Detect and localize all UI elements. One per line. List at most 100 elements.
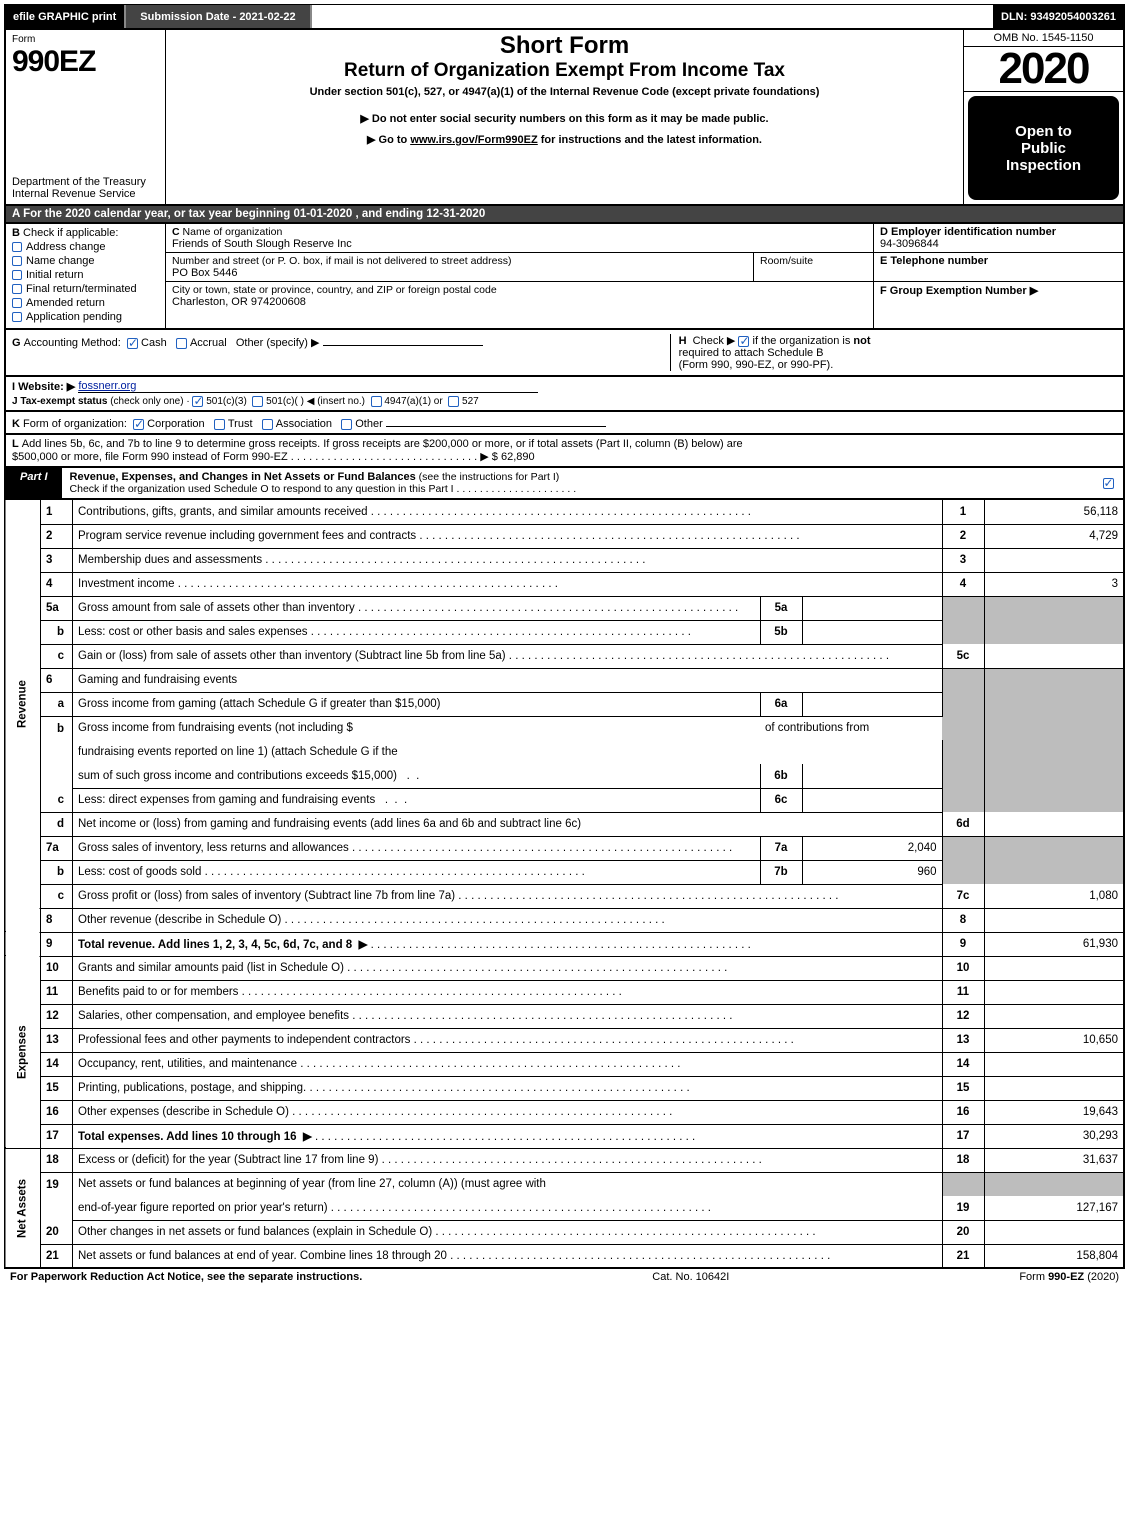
section-j: J Tax-exempt status (check only one) · 5… <box>12 396 1117 407</box>
top-bar: efile GRAPHIC print Submission Date - 20… <box>4 4 1125 28</box>
row-a-tax-year: A For the 2020 calendar year, or tax yea… <box>4 206 1125 224</box>
chk-schedule-b-not-required[interactable] <box>738 336 749 347</box>
section-k: K Form of organization: Corporation Trus… <box>4 412 1125 435</box>
chk-final-return[interactable]: Final return/terminated <box>12 283 159 295</box>
line-11-value <box>984 980 1124 1004</box>
short-form-label: Short Form <box>500 32 629 60</box>
form-subtitle-1: Under section 501(c), 527, or 4947(a)(1)… <box>310 86 820 98</box>
chk-501c[interactable] <box>252 396 263 407</box>
line-4-value: 3 <box>984 572 1124 596</box>
org-address: PO Box 5446 <box>172 267 747 279</box>
line-19-value: 127,167 <box>984 1196 1124 1220</box>
sub3-pre: ▶ Go to <box>367 134 410 146</box>
org-city: Charleston, OR 974200608 <box>172 296 867 308</box>
line-14-value <box>984 1052 1124 1076</box>
line-8-value <box>984 908 1124 932</box>
chk-association[interactable] <box>262 419 273 430</box>
chk-501c3[interactable] <box>192 396 203 407</box>
line-2-value: 4,729 <box>984 524 1124 548</box>
irs-link[interactable]: www.irs.gov/Form990EZ <box>410 134 537 146</box>
website-link[interactable]: fossnerr.org <box>78 380 136 392</box>
chk-other-org[interactable] <box>341 419 352 430</box>
efile-print-button[interactable]: efile GRAPHIC print <box>5 5 124 28</box>
chk-527[interactable] <box>448 396 459 407</box>
chk-initial-return[interactable]: Initial return <box>12 269 159 281</box>
line-12-value <box>984 1004 1124 1028</box>
header-mid: Short Form Return of Organization Exempt… <box>166 30 963 204</box>
chk-part1-schedule-o[interactable] <box>1103 478 1114 489</box>
section-def: D Employer identification number 94-3096… <box>873 224 1123 328</box>
part-1-tag: Part I <box>6 468 62 498</box>
line-6d-value <box>984 812 1124 836</box>
expenses-side-label: Expenses <box>5 956 41 1148</box>
line-16-value: 19,643 <box>984 1100 1124 1124</box>
line-7c-value: 1,080 <box>984 884 1124 908</box>
dept-irs: Internal Revenue Service <box>12 188 159 200</box>
line-17-value: 30,293 <box>984 1124 1124 1148</box>
chk-name-change[interactable]: Name change <box>12 255 159 267</box>
part-1-title: Revenue, Expenses, and Changes in Net As… <box>62 468 1093 498</box>
header-right: OMB No. 1545-1150 2020 Open to Public In… <box>963 30 1123 204</box>
phone-value <box>880 267 1117 279</box>
paperwork-notice: For Paperwork Reduction Act Notice, see … <box>10 1271 362 1283</box>
ein-value: 94-3096844 <box>880 238 1117 250</box>
line-20-value <box>984 1220 1124 1244</box>
line-6c-value <box>802 788 942 812</box>
org-name: Friends of South Slough Reserve Inc <box>172 238 867 250</box>
line-7a-value: 2,040 <box>802 836 942 860</box>
section-g: G Accounting Method: Cash Accrual Other … <box>12 334 670 371</box>
page-footer: For Paperwork Reduction Act Notice, see … <box>4 1269 1125 1285</box>
gh-block: G Accounting Method: Cash Accrual Other … <box>4 330 1125 377</box>
net-assets-side-label: Net Assets <box>5 1148 41 1268</box>
line-10-value <box>984 956 1124 980</box>
header-left: Form 990EZ Department of the Treasury In… <box>6 30 166 204</box>
form-code: 990EZ <box>12 45 159 79</box>
dept-treasury: Department of the Treasury <box>12 176 159 188</box>
form-word: Form <box>12 34 159 45</box>
entity-block: B Check if applicable: Address change Na… <box>4 224 1125 330</box>
line-18-value: 31,637 <box>984 1148 1124 1172</box>
line-13-value: 10,650 <box>984 1028 1124 1052</box>
section-i: I Website: ▶ fossnerr.org <box>12 380 1117 393</box>
form-header: Form 990EZ Department of the Treasury In… <box>4 28 1125 206</box>
line-21-value: 158,804 <box>984 1244 1124 1268</box>
section-h: H Check ▶ if the organization is not req… <box>670 334 1117 371</box>
dln-label: DLN: 93492054003261 <box>993 5 1124 28</box>
line-7b-value: 960 <box>802 860 942 884</box>
chk-address-change[interactable]: Address change <box>12 241 159 253</box>
line-5a-value <box>802 596 942 620</box>
form-title: Return of Organization Exempt From Incom… <box>344 60 785 82</box>
room-suite-label: Room/suite <box>753 253 873 281</box>
line-9-value: 61,930 <box>984 932 1124 956</box>
form-subtitle-2: ▶ Do not enter social security numbers o… <box>360 112 768 125</box>
section-b: B Check if applicable: Address change Na… <box>6 224 166 328</box>
form-subtitle-3: ▶ Go to www.irs.gov/Form990EZ for instru… <box>367 133 762 146</box>
part-1-table: Revenue 1 Contributions, gifts, grants, … <box>4 500 1125 1269</box>
submission-date-label: Submission Date - 2021-02-22 <box>124 5 311 28</box>
form-ref: Form 990-EZ (2020) <box>1019 1271 1119 1283</box>
chk-cash[interactable] <box>127 338 138 349</box>
sub3-post: for instructions and the latest informat… <box>538 134 762 146</box>
ij-block: I Website: ▶ fossnerr.org J Tax-exempt s… <box>4 377 1125 412</box>
line-3-value <box>984 548 1124 572</box>
chk-4947a1[interactable] <box>371 396 382 407</box>
tax-year: 2020 <box>964 47 1123 92</box>
line-5c-value <box>984 644 1124 668</box>
line-15-value <box>984 1076 1124 1100</box>
line-5b-value <box>802 620 942 644</box>
group-exemption-label: F Group Exemption Number ▶ <box>880 284 1117 297</box>
chk-trust[interactable] <box>214 419 225 430</box>
revenue-side-label: Revenue <box>5 500 41 908</box>
line-6a-value <box>802 692 942 716</box>
part-1-header: Part I Revenue, Expenses, and Changes in… <box>4 468 1125 500</box>
cat-no: Cat. No. 10642I <box>652 1271 729 1283</box>
chk-corporation[interactable] <box>133 419 144 430</box>
line-6b-value <box>802 764 942 788</box>
topbar-spacer <box>312 5 993 28</box>
form-page: efile GRAPHIC print Submission Date - 20… <box>0 0 1129 1289</box>
chk-accrual[interactable] <box>176 338 187 349</box>
line-1-value: 56,118 <box>984 500 1124 524</box>
chk-application-pending[interactable]: Application pending <box>12 311 159 323</box>
chk-amended-return[interactable]: Amended return <box>12 297 159 309</box>
section-c: C Name of organization Friends of South … <box>166 224 873 328</box>
